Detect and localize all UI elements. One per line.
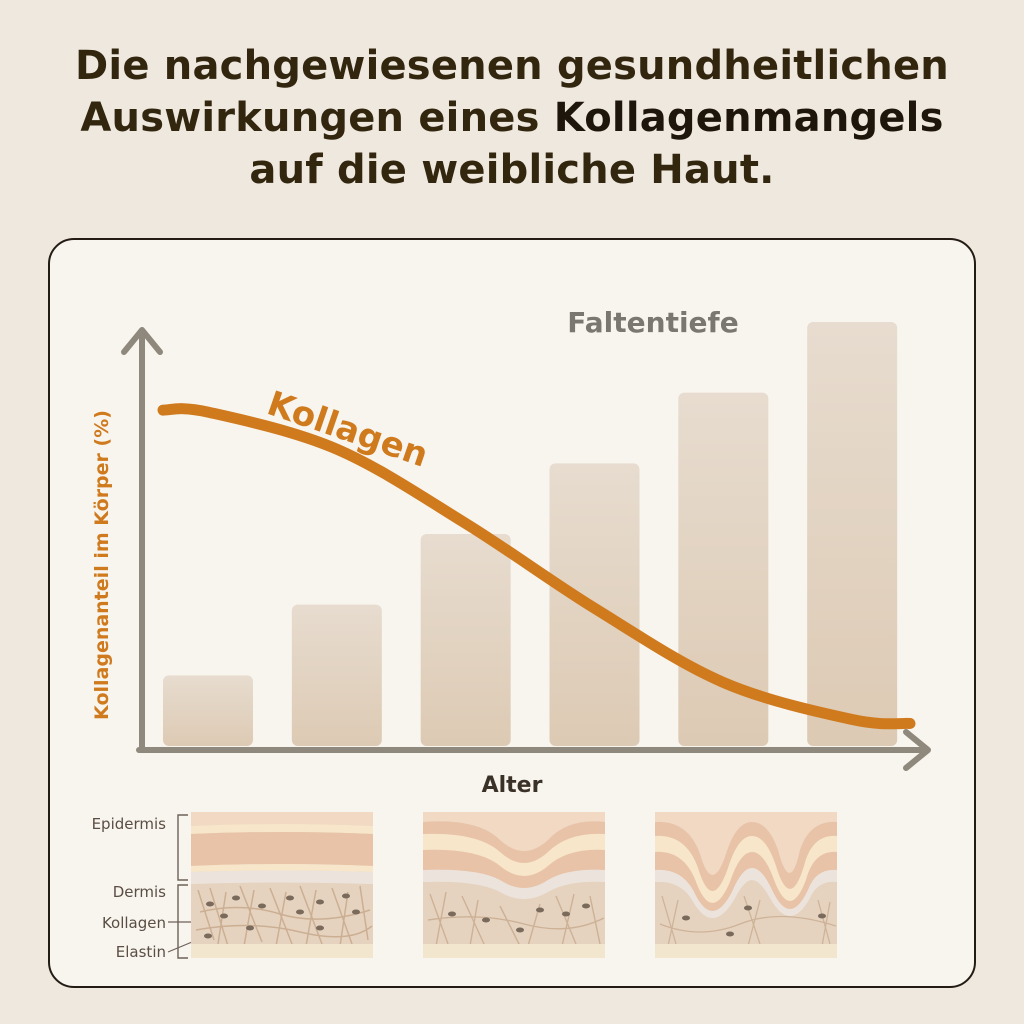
bar-5 — [678, 392, 769, 746]
line-series-label: Kollagen — [262, 384, 433, 476]
x-axis-arrow-icon — [903, 729, 931, 771]
bar-6 — [807, 322, 898, 746]
label-kollagen: Kollagen — [102, 914, 166, 932]
skin-panel-old — [655, 812, 837, 958]
headline: Die nachgewiesenen gesundheitlichen Ausw… — [0, 40, 1024, 196]
bar-2 — [291, 604, 382, 746]
y-axis-arrow-icon — [121, 327, 163, 355]
skin-panel-young — [191, 812, 373, 958]
skin-legend: Epidermis Dermis Kollagen Elastin — [92, 814, 205, 961]
headline-line-2: Auswirkungen eines Kollagenmangels — [0, 92, 1024, 144]
x-axis-label: Alter — [482, 773, 543, 798]
label-epidermis: Epidermis — [92, 815, 167, 833]
epidermis-bracket — [177, 814, 188, 881]
label-elastin: Elastin — [116, 943, 166, 961]
headline-line-1: Die nachgewiesenen gesundheitlichen — [75, 43, 949, 89]
axes-layer — [121, 327, 931, 771]
bar-3 — [420, 534, 511, 746]
collagen-line — [157, 403, 916, 730]
label-dermis: Dermis — [113, 883, 166, 901]
bar-1 — [163, 675, 253, 746]
headline-emphasis: Kollagenmangels — [553, 95, 944, 141]
bar-series-label: Faltentiefe — [567, 306, 738, 339]
y-axis-label: Kollagenanteil im Körper (%) — [91, 410, 113, 720]
headline-line-2-text: Auswirkungen eines — [80, 95, 554, 141]
skin-panel-middle — [423, 812, 605, 958]
bars-layer — [163, 322, 898, 746]
headline-line-3: auf die weibliche Haut. — [249, 147, 775, 193]
